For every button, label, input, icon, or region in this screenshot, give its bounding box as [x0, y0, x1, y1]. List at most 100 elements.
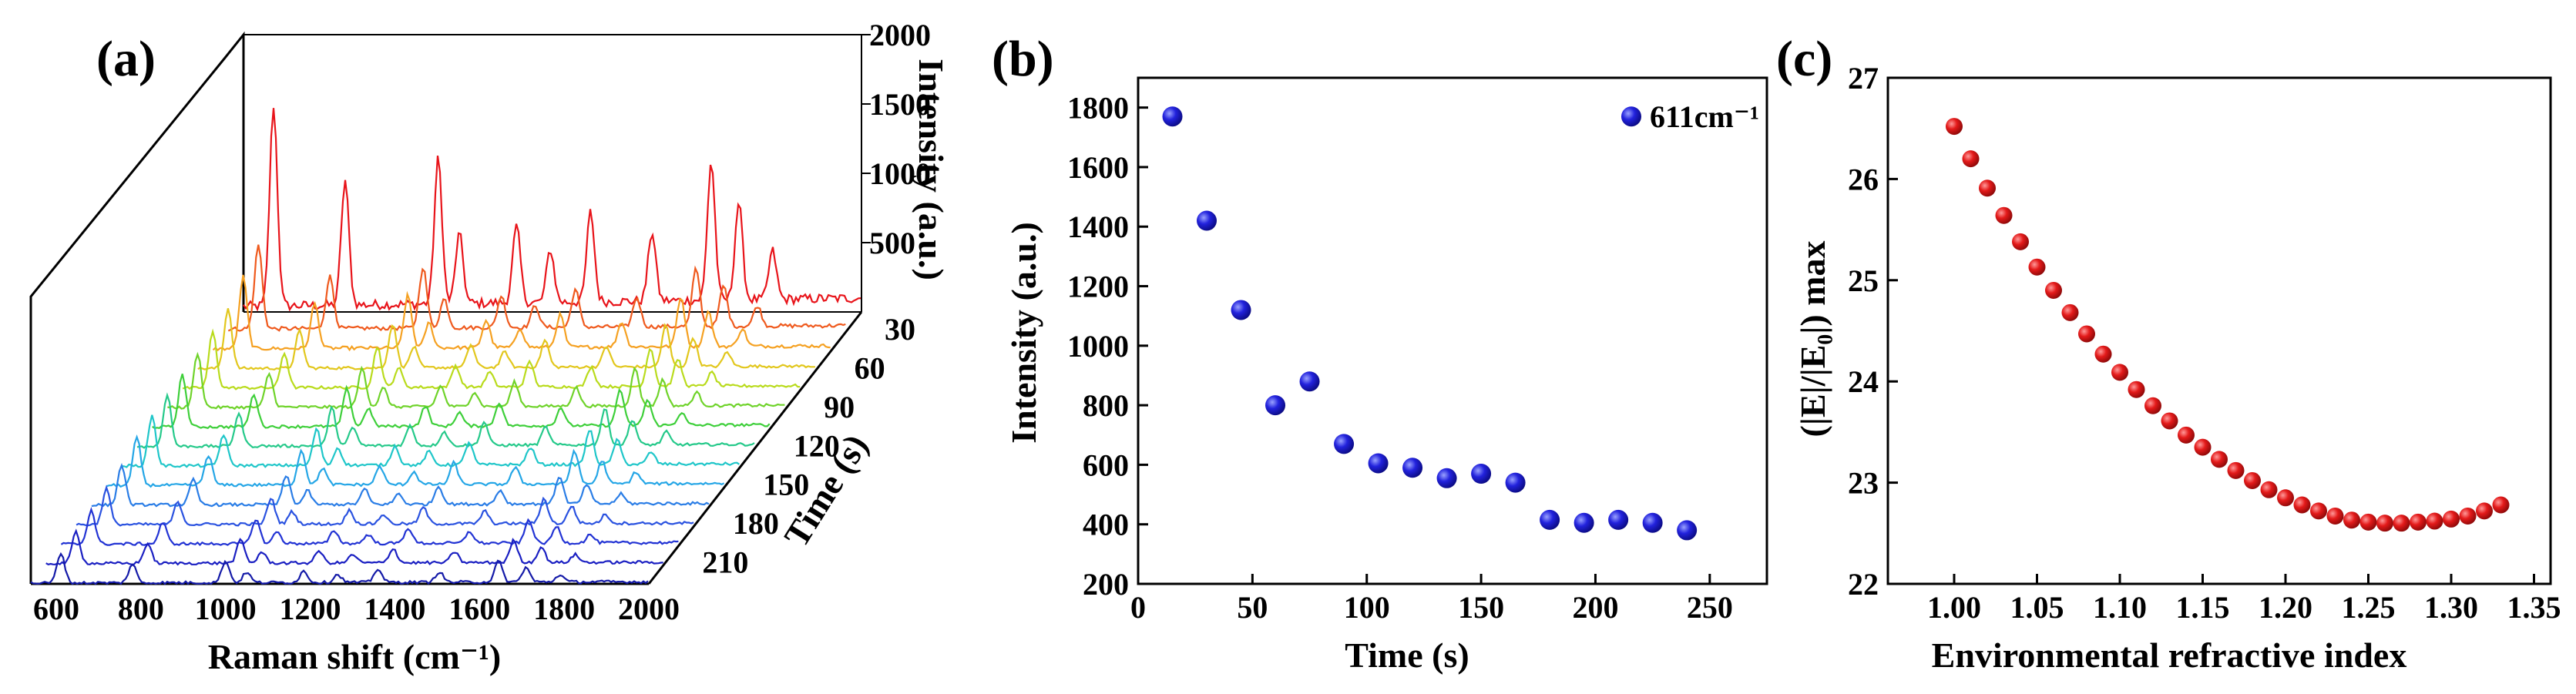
data-point: [2343, 511, 2360, 529]
x-tick-label: 250: [1687, 590, 1733, 625]
data-point: [1368, 453, 1389, 474]
x-tick-label: 50: [1237, 590, 1268, 625]
y-tick-label: 400: [1083, 508, 1129, 542]
data-point: [1197, 210, 1217, 231]
y-tick-label: 26: [1848, 162, 1879, 196]
data-point: [1162, 106, 1183, 127]
x-tick-label: 1.35: [2507, 590, 2561, 625]
data-point: [1962, 150, 1980, 168]
data-point: [2310, 502, 2327, 520]
data-point: [2161, 412, 2178, 430]
data-point: [1979, 179, 1996, 197]
data-point: [2128, 381, 2145, 398]
data-point: [2326, 507, 2344, 525]
panel-a-label: (a): [96, 31, 156, 87]
intensity-ticks: 500 1000 1500 2000: [861, 18, 931, 260]
x-tick-label: 1.25: [2342, 590, 2396, 625]
y-tick-label: 1800: [1067, 91, 1129, 126]
raman-tick-label: 1000: [195, 592, 257, 626]
data-point: [2376, 515, 2393, 532]
data-point: [1265, 395, 1286, 416]
data-point: [2492, 496, 2510, 514]
data-point: [2293, 496, 2311, 514]
x-tick-label: 1.15: [2176, 590, 2230, 625]
frame-right-depth: [647, 311, 863, 585]
time-tick-label: 210: [702, 545, 748, 580]
raman-tick-label: 600: [33, 592, 79, 626]
data-point: [2178, 426, 2195, 444]
data-point: [2012, 233, 2029, 250]
data-point: [2211, 451, 2228, 468]
data-point: [2028, 258, 2046, 276]
data-point: [1573, 512, 1594, 533]
data-point: [1299, 371, 1320, 392]
time-tick-label: 180: [733, 506, 779, 541]
spectrum-line: [30, 552, 649, 585]
panel-b-label: (b): [992, 31, 1054, 87]
spectrum-line: [182, 328, 801, 391]
data-point: [2061, 303, 2079, 321]
spectrum-line: [60, 507, 679, 546]
time-tick-label: 150: [763, 468, 809, 502]
data-point: [2393, 515, 2410, 532]
y-tick-label: 25: [1848, 263, 1879, 298]
y-tick-label: 1400: [1067, 210, 1129, 244]
data-point: [1677, 520, 1698, 541]
data-point: [2410, 513, 2427, 531]
intensity-tick-label: 1500: [869, 87, 931, 122]
raman-shift-axis-title: Raman shift (cm⁻¹): [208, 637, 501, 676]
field-enhancement-axis-title: (|E|/|E₀|) max: [1793, 241, 1832, 438]
waterfall-spectra: [30, 108, 861, 585]
scatter-c-points: [1946, 118, 2510, 532]
data-point: [2277, 489, 2294, 507]
legend-marker: [1621, 106, 1641, 127]
raman-tick-label: 1800: [533, 592, 595, 626]
data-point: [2227, 461, 2245, 479]
data-point: [2443, 510, 2460, 528]
time-tick-label: 30: [885, 312, 915, 347]
panel-c-scatter-chart: (c) 1.00 1.05 1.10 1.15 1.20 1.25 1.30 1.35 22 23…: [1776, 31, 2561, 675]
raman-tick-label: 1600: [448, 592, 510, 626]
panel-c-label: (c): [1776, 31, 1832, 87]
y-tick-label: 800: [1083, 388, 1129, 423]
waterfall-frame: [29, 31, 863, 585]
x-tick-label: 1.00: [1927, 590, 1981, 625]
spectrum-line: [212, 274, 831, 352]
intensity-tick-label: 500: [869, 226, 915, 260]
scatter-c-axes: 1.00 1.05 1.10 1.15 1.20 1.25 1.30 1.35 22 23 24 25…: [1848, 61, 2561, 625]
spectrum-line: [91, 462, 710, 508]
spectrum-line: [136, 392, 755, 449]
y-tick-label: 1200: [1067, 270, 1129, 304]
data-point: [1946, 118, 1963, 136]
spectrum-line: [45, 528, 663, 566]
data-point: [2459, 507, 2477, 525]
x-tick-label: 1.10: [2093, 590, 2147, 625]
y-tick-label: 1600: [1067, 150, 1129, 185]
spectrum-line: [197, 308, 815, 371]
data-point: [1505, 472, 1526, 493]
data-point: [2244, 471, 2261, 489]
data-point: [2078, 325, 2095, 343]
frame-left-edges: [29, 31, 245, 584]
y-tick-label: 27: [1848, 61, 1879, 96]
spectrum-line: [227, 244, 846, 332]
intensity-y-axis-title: Intensity (a.u.): [1004, 222, 1043, 444]
scatter-b-points: [1162, 106, 1698, 541]
data-point: [2260, 481, 2278, 498]
panel-a-waterfall-chart: (a) 600 800 1000 1200 1400 1600 1800 2000 500 10…: [29, 18, 951, 676]
x-tick-label: 100: [1344, 590, 1390, 625]
scatter-b-axes: 0 50 100 150 200 250 200 400 600 800 1000 1200 1400 1…: [1067, 76, 1768, 625]
spectrum-line: [122, 414, 740, 468]
y-tick-label: 200: [1083, 567, 1129, 602]
data-point: [1231, 300, 1251, 320]
refractive-index-axis-title: Environmental refractive index: [1932, 635, 2407, 675]
data-point: [2426, 512, 2443, 530]
x-tick-label: 200: [1572, 590, 1618, 625]
spectrum-line: [167, 351, 785, 411]
time-x-axis-title: Time (s): [1345, 635, 1469, 675]
plot-frame: [1137, 76, 1768, 585]
spectrum-line: [152, 374, 771, 430]
data-point: [1402, 458, 1423, 478]
data-point: [2111, 364, 2128, 381]
